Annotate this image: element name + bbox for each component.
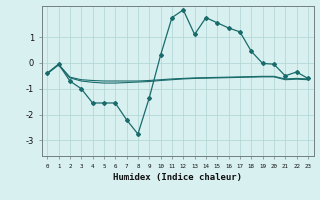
X-axis label: Humidex (Indice chaleur): Humidex (Indice chaleur) — [113, 173, 242, 182]
